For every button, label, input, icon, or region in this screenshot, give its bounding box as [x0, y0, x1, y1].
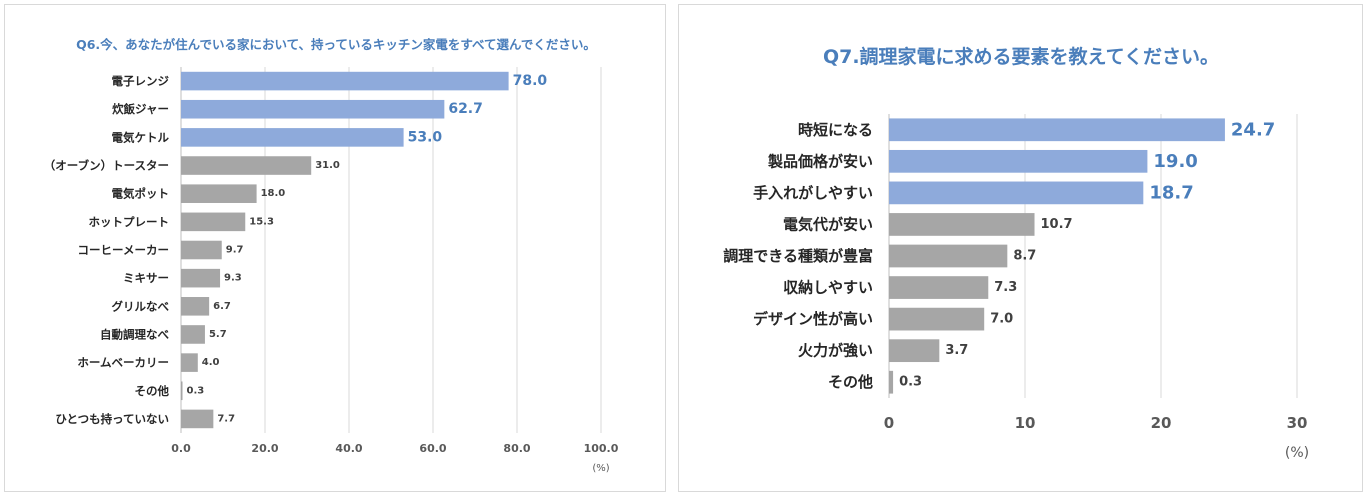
bar-7: [889, 307, 985, 331]
x-tick-label: 30: [1287, 414, 1308, 432]
bar-7: [181, 240, 222, 260]
bar-11: [181, 353, 198, 372]
category-label: 電子レンジ: [112, 74, 170, 88]
x-tick-label: 100.0: [584, 442, 619, 455]
bar-3: [889, 181, 1144, 205]
x-tick-label: 0.0: [171, 442, 191, 455]
data-label: 10.7: [1041, 217, 1073, 232]
category-label: 調理できる種類が豊富: [723, 247, 873, 265]
bar-8: [889, 339, 940, 363]
bar-2: [889, 149, 1148, 173]
x-tick-label: 40.0: [335, 442, 362, 455]
x-tick-label: 10: [1015, 414, 1036, 432]
category-label: 製品価格が安い: [767, 152, 873, 170]
category-label: 電気代が安い: [783, 215, 873, 233]
bar-10: [181, 325, 205, 344]
data-label: 0.3: [899, 375, 922, 390]
category-label: ホームベーカリー: [77, 356, 169, 370]
bar-4: [181, 156, 312, 175]
category-label: 火力が強い: [798, 342, 873, 360]
unit-label: (%): [592, 463, 609, 474]
bar-6: [181, 212, 246, 232]
bar-9: [889, 370, 894, 394]
data-label: 4.0: [202, 357, 220, 368]
bar-5: [889, 244, 1008, 268]
data-label: 9.3: [224, 273, 242, 284]
chart-panel-q7: Q7.調理家電に求める要素を教えてください。 0 10 20 30 (%) 時短になる 24.…: [678, 4, 1363, 492]
data-label: 3.7: [945, 343, 968, 358]
bar-3: [181, 128, 404, 147]
chart-panel-q6: Q6.今、あなたが住んでいる家において、持っているキッチン家電をすべて選んでくだ…: [4, 4, 666, 492]
category-label: 電気ケトル: [112, 130, 170, 144]
data-label: 7.3: [994, 280, 1017, 295]
bar-5: [181, 184, 257, 203]
chart-q7: Q7.調理家電に求める要素を教えてください。 0 10 20 30 (%) 時短になる 24.…: [723, 45, 1309, 461]
data-label: 8.7: [1013, 249, 1036, 264]
category-label: その他: [828, 373, 873, 391]
data-label: 7.0: [990, 312, 1013, 327]
bar-12: [181, 381, 183, 401]
chart-title: Q7.調理家電に求める要素を教えてください。: [823, 45, 1219, 68]
x-tick-label: 60.0: [419, 442, 446, 455]
data-label: 24.7: [1231, 119, 1275, 140]
category-label: ミキサー: [123, 271, 169, 285]
data-label: 19.0: [1153, 151, 1197, 172]
category-label: 収納しやすい: [783, 279, 873, 297]
bar-1: [889, 118, 1225, 142]
data-label: 7.7: [217, 413, 235, 424]
bar-9: [181, 297, 210, 316]
category-label: 自動調理なべ: [100, 327, 169, 341]
chart-q6: Q6.今、あなたが住んでいる家において、持っているキッチン家電をすべて選んでくだ…: [44, 37, 619, 474]
category-label: 手入れがしやすい: [753, 184, 873, 202]
category-label: その他: [135, 384, 170, 398]
bar-1: [181, 71, 509, 91]
bar-4: [889, 213, 1035, 236]
chart-title: Q6.今、あなたが住んでいる家において、持っているキッチン家電をすべて選んでくだ…: [76, 37, 596, 52]
category-label: コーヒーメーカー: [77, 243, 169, 257]
data-label: 15.3: [249, 216, 274, 227]
x-tick-label: 20.0: [251, 442, 278, 455]
category-label: 電気ポット: [112, 187, 170, 201]
unit-label: (%): [1285, 445, 1309, 461]
x-tick-label: 80.0: [503, 442, 530, 455]
bar-13: [181, 409, 214, 429]
bar-6: [889, 276, 989, 299]
bar-8: [181, 268, 221, 288]
data-label: 18.0: [261, 188, 286, 199]
category-label: 時短になる: [798, 121, 873, 139]
data-label: 5.7: [209, 329, 227, 340]
category-label: ひとつも持っていない: [55, 412, 169, 426]
bar-2: [181, 99, 445, 119]
data-label: 18.7: [1149, 182, 1193, 203]
data-label: 53.0: [408, 129, 443, 145]
category-label: デザイン性が高い: [753, 310, 873, 328]
category-label: 炊飯ジャー: [112, 102, 169, 116]
category-label: （オーブン）トースター: [44, 159, 169, 173]
data-label: 0.3: [187, 385, 205, 396]
data-label: 62.7: [448, 101, 483, 117]
x-tick-label: 0: [884, 414, 894, 432]
x-tick-label: 20: [1151, 414, 1172, 432]
data-label: 6.7: [213, 301, 231, 312]
data-label: 31.0: [315, 160, 340, 171]
data-label: 78.0: [513, 73, 548, 89]
category-label: ホットプレート: [89, 215, 170, 229]
data-label: 9.7: [226, 245, 244, 256]
category-label: グリルなべ: [112, 299, 170, 313]
